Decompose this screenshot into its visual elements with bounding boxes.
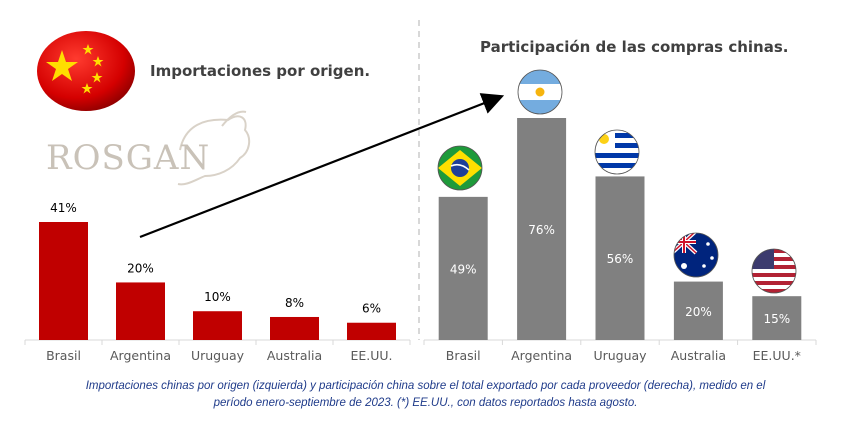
left-bar — [193, 311, 242, 340]
australia-flag-icon — [673, 232, 719, 278]
right-chart-title: Participación de las compras chinas. — [480, 38, 789, 56]
right-bar-chart: 49% Brasil 76% Argentina 56% Uruguay 20% Austra… — [423, 118, 817, 363]
right-bar — [673, 281, 723, 340]
bull-watermark-icon — [177, 110, 251, 186]
brazil-flag-icon — [437, 145, 483, 191]
right-data-label: 15% — [763, 312, 790, 326]
right-data-label: 49% — [450, 262, 477, 276]
argentina-flag-icon — [517, 69, 563, 115]
left-category-label: Argentina — [110, 348, 171, 363]
left-data-label: 20% — [127, 261, 154, 275]
right-data-label: 76% — [528, 223, 555, 237]
left-chart-title: Importaciones por origen. — [150, 62, 371, 80]
left-bar — [347, 322, 396, 340]
connector-arrow — [139, 93, 505, 239]
right-data-label: 56% — [607, 252, 634, 266]
left-data-label: 41% — [50, 201, 77, 215]
figure-caption: Importaciones chinas por origen (izquier… — [10, 378, 841, 412]
uruguay-flag-icon — [594, 129, 640, 175]
left-bar — [116, 282, 165, 340]
left-data-label: 6% — [362, 302, 381, 316]
left-category-label: Australia — [267, 348, 322, 363]
left-bar-chart: 41% Brasil 20% Argentina 10% Uruguay 8% Austral… — [24, 201, 411, 363]
rosgan-watermark: ROSGAN — [46, 138, 211, 178]
left-category-label: Uruguay — [191, 348, 245, 363]
caption-line-2: período enero-septiembre de 2023. (*) EE… — [213, 397, 638, 409]
usa-flag-icon — [751, 248, 797, 294]
right-category-label: Argentina — [511, 348, 572, 363]
left-data-label: 10% — [204, 290, 231, 304]
right-bar — [595, 176, 645, 340]
right-data-label: 20% — [685, 305, 712, 319]
right-bar — [438, 196, 488, 340]
left-data-label: 8% — [285, 296, 304, 310]
left-bar — [270, 316, 319, 340]
china-flag-icon — [37, 31, 135, 111]
caption-line-1: Importaciones chinas por origen (izquier… — [85, 380, 766, 392]
left-bar — [39, 222, 88, 340]
right-category-label: Brasil — [446, 348, 481, 363]
right-bar — [517, 118, 567, 340]
right-category-label: EE.UU.* — [753, 348, 801, 363]
right-category-label: Uruguay — [593, 348, 647, 363]
left-category-label: EE.UU. — [350, 348, 392, 363]
left-category-label: Brasil — [46, 348, 81, 363]
right-category-label: Australia — [671, 348, 726, 363]
right-bar — [752, 296, 802, 340]
